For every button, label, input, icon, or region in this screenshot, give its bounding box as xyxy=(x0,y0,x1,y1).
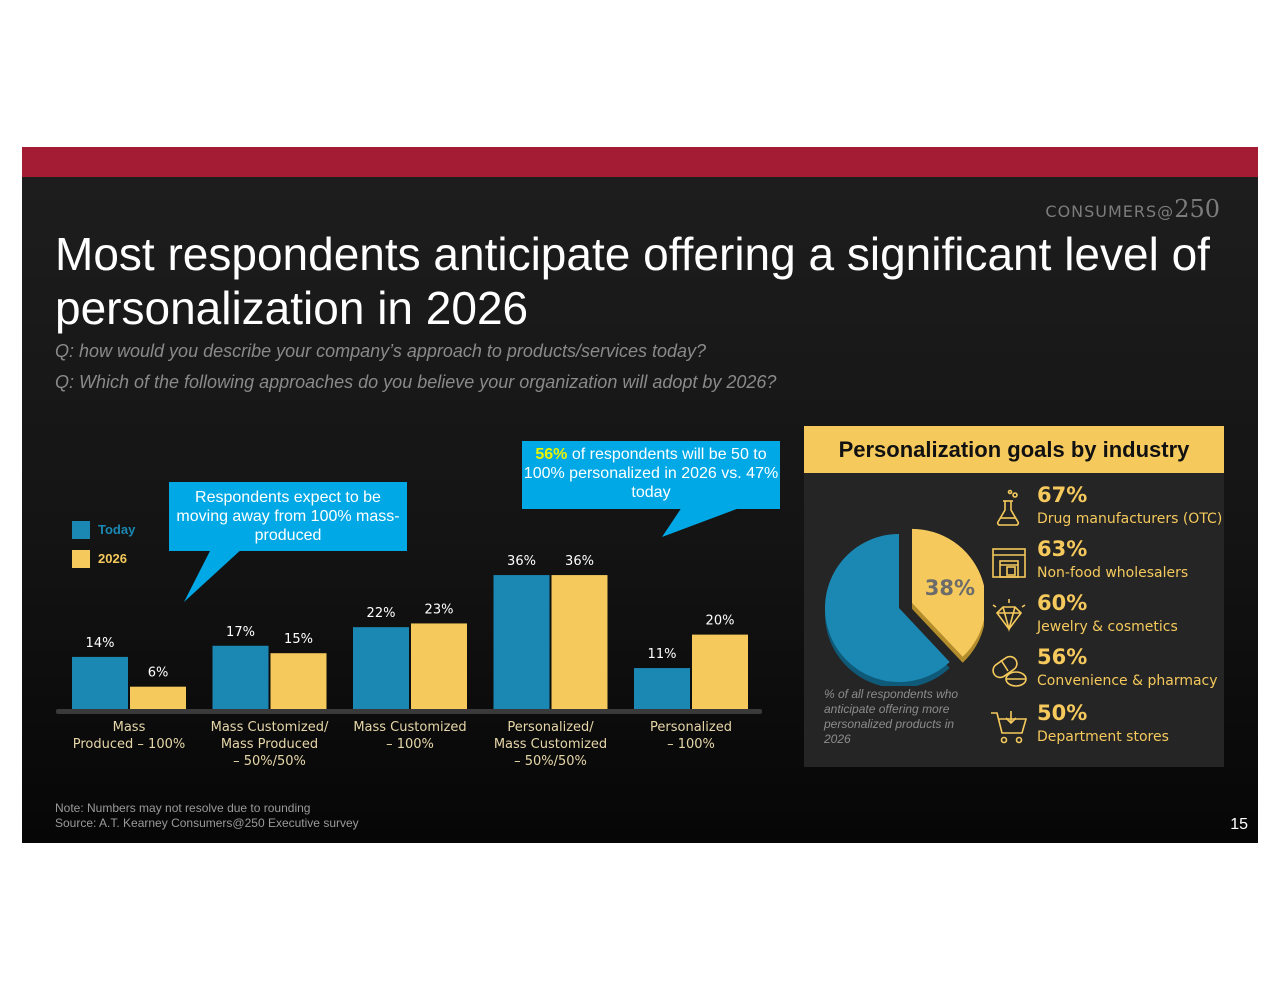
category-label: Mass Customized xyxy=(353,720,466,735)
donut-chart: 38% xyxy=(825,528,984,686)
warehouse-icon xyxy=(992,548,1026,578)
x-axis-baseline xyxy=(56,709,762,714)
industry-label: Non-food wholesalers xyxy=(1037,565,1189,581)
industry-pct: 56% xyxy=(1037,645,1088,669)
bar-today xyxy=(72,656,128,709)
legend-2026: 2026 xyxy=(72,544,135,573)
bar-value-label: 17% xyxy=(226,625,255,640)
question-today: Q: how would you describe your company’s… xyxy=(55,341,707,361)
legend-swatch-today xyxy=(72,520,90,539)
category-label: Personalized xyxy=(650,720,732,735)
bar-value-label: 36% xyxy=(507,554,536,569)
callout-personalized: 56% of respondents will be 50 to 100% pe… xyxy=(522,441,780,509)
slide: CONSUMERS@250 Most respondents anticipat… xyxy=(22,147,1258,843)
bar-value-label: 11% xyxy=(648,647,677,662)
bar-value-label: 20% xyxy=(706,614,735,629)
pie-slice-personalized xyxy=(912,528,984,657)
category-label: Mass Customized/ xyxy=(211,720,329,735)
bar-today xyxy=(353,627,409,709)
bar-value-label: 6% xyxy=(148,666,169,681)
diamond-icon xyxy=(992,599,1026,633)
legend-swatch-2026 xyxy=(72,549,90,568)
bar-value-label: 22% xyxy=(367,606,396,621)
category-label: – 100% xyxy=(667,737,715,752)
industry-pct: 50% xyxy=(1037,701,1088,725)
bar-value-label: 36% xyxy=(565,554,594,569)
footnote: Note: Numbers may not resolve due to rou… xyxy=(55,801,359,831)
donut-caption: % of all respondents who anticipate offe… xyxy=(824,687,959,746)
category-label: – 50%/50% xyxy=(514,754,587,769)
bar-value-label: 15% xyxy=(284,632,313,647)
bar-2026 xyxy=(130,686,186,709)
callout-mass-produced: Respondents expect to be moving away fro… xyxy=(169,482,407,551)
industry-item: 50% Department stores xyxy=(989,701,1224,753)
flask-icon xyxy=(996,489,1020,526)
bar-today xyxy=(634,668,690,709)
industry-label: Department stores xyxy=(1037,729,1169,745)
bar-chart: 14% 6% Mass Produced – 100% 17% 15% Mass Custo… xyxy=(56,507,762,769)
brand-number: 250 xyxy=(1174,195,1220,223)
industry-pct: 60% xyxy=(1037,591,1088,615)
chart-legend: Today 2026 xyxy=(72,515,135,573)
bar-2026 xyxy=(551,575,608,709)
source-text: Source: A.T. Kearney Consumers@250 Execu… xyxy=(55,816,359,830)
legend-label-2026: 2026 xyxy=(98,551,127,566)
page-number: 15 xyxy=(1230,816,1248,833)
category-label: Produced – 100% xyxy=(73,737,185,752)
bar-value-label: 23% xyxy=(425,602,454,617)
legend-today: Today xyxy=(72,515,135,544)
industry-item: 63% Non-food wholesalers xyxy=(989,537,1224,589)
pill-icon xyxy=(992,655,1027,687)
pie-value-label: 38% xyxy=(925,576,975,600)
page-title: Most respondents anticipate offering a s… xyxy=(55,228,1210,334)
callout-text: of respondents will be 50 to 100% person… xyxy=(523,446,779,501)
industry-pct: 63% xyxy=(1037,537,1088,561)
industry-item: 60% Jewelry & cosmetics xyxy=(989,591,1224,643)
industry-panel: Personalization goals by industry 38% % … xyxy=(804,426,1224,767)
accent-bar xyxy=(22,147,1258,177)
legend-label-today: Today xyxy=(98,522,136,537)
pie-slice-remainder xyxy=(825,534,950,682)
callout-highlight: 56% xyxy=(535,446,568,463)
category-label: Personalized/ xyxy=(507,720,594,735)
question-2026: Q: Which of the following approaches do … xyxy=(55,372,777,392)
brand-text: CONSUMERS@ xyxy=(1045,202,1175,221)
bar-2026 xyxy=(411,623,467,709)
callout-right-pointer xyxy=(662,507,742,537)
category-label: – 100% xyxy=(386,737,434,752)
bar-value-label: 14% xyxy=(86,636,115,651)
industry-item: 56% Convenience & pharmacy xyxy=(989,645,1224,697)
bar-2026 xyxy=(692,634,748,709)
bar-today xyxy=(212,645,269,709)
industry-pct: 67% xyxy=(1037,483,1088,507)
industry-label: Convenience & pharmacy xyxy=(1037,673,1218,689)
shopping-cart-icon xyxy=(991,711,1028,744)
category-label: Mass Customized xyxy=(494,737,607,752)
category-label: Mass Produced xyxy=(221,737,318,752)
bar-today xyxy=(493,575,550,709)
callout-left-pointer xyxy=(184,547,244,602)
note-text: Note: Numbers may not resolve due to rou… xyxy=(55,801,311,815)
bar-2026 xyxy=(270,653,327,709)
industry-label: Drug manufacturers (OTC) xyxy=(1037,511,1223,527)
category-label: – 50%/50% xyxy=(233,754,306,769)
brand-logo: CONSUMERS@250 xyxy=(1045,195,1220,223)
panel-heading: Personalization goals by industry xyxy=(804,426,1224,473)
category-label: Mass xyxy=(113,720,146,735)
industry-item: 67% Drug manufacturers (OTC) xyxy=(989,483,1224,535)
industry-label: Jewelry & cosmetics xyxy=(1037,619,1178,635)
